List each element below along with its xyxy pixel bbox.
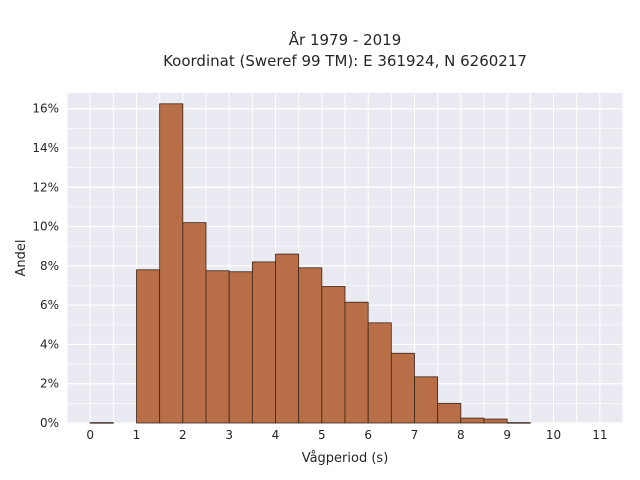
x-tick-label: 11: [592, 428, 607, 442]
x-tick-label: 0: [86, 428, 94, 442]
y-tick-label: 2%: [40, 377, 59, 391]
histogram-bar: [275, 253, 300, 424]
histogram-bar: [228, 271, 253, 424]
y-tick-label: 0%: [40, 416, 59, 430]
x-tick-label: 7: [411, 428, 419, 442]
histogram-bar: [298, 267, 323, 424]
x-tick-label: 3: [225, 428, 233, 442]
x-axis-label: Vågperiod (s): [302, 451, 389, 466]
y-tick-label: 12%: [32, 180, 59, 194]
histogram-bar: [437, 402, 462, 424]
y-axis-ticks: 0% 2% 4% 6% 8% 10% 12% 14% 16%: [32, 102, 59, 430]
histogram-bar: [414, 376, 439, 424]
x-tick-label: 10: [546, 428, 561, 442]
histogram-bar: [483, 418, 508, 424]
histogram-bar: [182, 222, 207, 424]
y-tick-label: 14%: [32, 141, 59, 155]
histogram-bar: [136, 269, 161, 424]
histogram-bar: [205, 270, 230, 424]
chart-title-line1: År 1979 - 2019: [289, 30, 402, 49]
histogram-bar: [159, 103, 184, 424]
y-tick-label: 6%: [40, 298, 59, 312]
x-tick-label: 6: [364, 428, 372, 442]
histogram-bar: [321, 286, 346, 424]
histogram-bar: [460, 417, 485, 424]
histogram-bar: [367, 322, 392, 424]
histogram-bar: [506, 422, 531, 424]
y-axis-label: Andel: [14, 240, 29, 277]
histogram-bar: [251, 261, 276, 424]
bars: [89, 103, 531, 424]
y-tick-label: 4%: [40, 337, 59, 351]
x-tick-label: 4: [272, 428, 280, 442]
chart-title-line2: Koordinat (Sweref 99 TM): E 361924, N 62…: [163, 52, 527, 70]
x-tick-label: 2: [179, 428, 187, 442]
x-axis-ticks: 0 1 2 3 4 5 6 7 8 9 10 11: [86, 428, 607, 442]
histogram-bar: [344, 301, 369, 424]
x-tick-label: 5: [318, 428, 326, 442]
y-tick-label: 8%: [40, 259, 59, 273]
y-tick-label: 16%: [32, 102, 59, 116]
y-tick-label: 10%: [32, 220, 59, 234]
histogram-bar: [89, 422, 114, 424]
x-tick-label: 1: [133, 428, 141, 442]
x-tick-label: 9: [503, 428, 511, 442]
histogram-bar: [390, 352, 415, 424]
x-tick-label: 8: [457, 428, 465, 442]
